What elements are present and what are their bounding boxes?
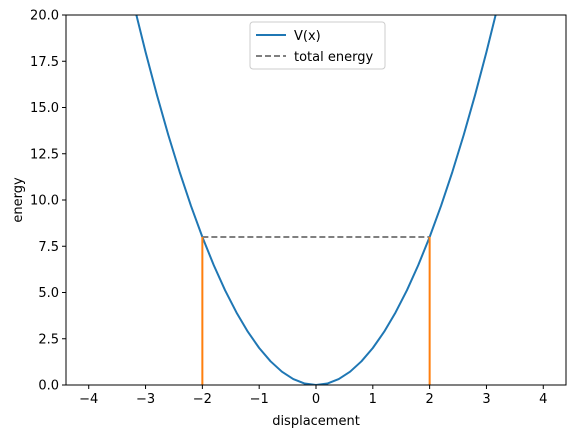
x-tick-label: 4 [539, 392, 547, 407]
y-tick-label: 5.0 [38, 286, 59, 301]
y-tick-label: 7.5 [38, 240, 59, 255]
x-tick-label: −2 [193, 392, 212, 407]
y-axis-label: energy [11, 177, 26, 223]
legend: V(x) total energy [249, 21, 386, 70]
x-tick-label: −4 [79, 392, 98, 407]
x-axis-label: displacement [272, 414, 360, 429]
x-tick-label: 1 [369, 392, 377, 407]
y-tick-label: 17.5 [30, 55, 59, 70]
legend-label-v: V(x) [294, 29, 321, 44]
y-axis-ticks: 0.0 2.5 5.0 7.5 10.0 12.5 15.0 17.5 20.0 [30, 9, 66, 394]
x-axis-ticks: −4 −3 −2 −1 0 1 2 3 4 [79, 385, 547, 407]
x-tick-label: 3 [482, 392, 490, 407]
plot-frame [65, 14, 567, 386]
x-tick-label: −3 [136, 392, 155, 407]
series-layer [135, 15, 497, 385]
series-line-v-x [135, 15, 497, 385]
x-tick-label: 2 [425, 392, 433, 407]
x-tick-label: −1 [250, 392, 269, 407]
y-tick-label: 12.5 [30, 147, 59, 162]
legend-label-total-energy: total energy [294, 50, 373, 65]
y-tick-label: 20.0 [30, 9, 59, 24]
plot-area [66, 15, 566, 385]
legend-box [249, 21, 386, 70]
x-tick-label: 0 [312, 392, 320, 407]
y-tick-label: 10.0 [30, 194, 59, 209]
y-tick-label: 0.0 [38, 379, 59, 394]
y-tick-label: 15.0 [30, 101, 59, 116]
y-tick-label: 2.5 [38, 332, 59, 347]
